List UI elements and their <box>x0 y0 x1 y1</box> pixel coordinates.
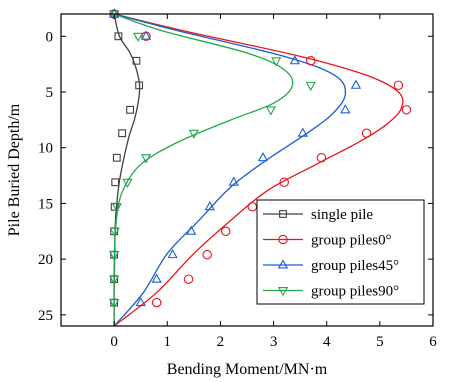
data-point <box>247 202 258 212</box>
y-axis-label: Pile Buried Depth/m <box>6 103 23 236</box>
x-tick-label: 2 <box>217 334 225 350</box>
data-point <box>109 227 120 238</box>
data-point <box>188 129 199 139</box>
x-tick-label: 1 <box>164 334 172 350</box>
data-point <box>265 106 277 116</box>
data-point <box>350 79 362 89</box>
data-point <box>305 81 316 92</box>
data-point <box>186 225 197 235</box>
data-point <box>109 10 120 20</box>
data-point <box>114 32 123 41</box>
ticks-layer: 0 1 2 3 4 5 6 0 5 10 15 20 25 <box>38 14 437 350</box>
series-line-1 <box>113 14 404 326</box>
data-point <box>204 201 215 211</box>
data-point <box>228 176 239 186</box>
legend-entry: group piles0° <box>311 233 392 249</box>
x-tick-label: 5 <box>376 334 384 350</box>
legend-entry: group piles45° <box>311 258 399 274</box>
x-tick-label: 3 <box>270 334 278 350</box>
data-point <box>183 274 194 284</box>
data-point <box>140 154 152 164</box>
y-tick-label: 15 <box>38 196 53 212</box>
data-point <box>340 104 351 114</box>
data-point <box>401 105 412 115</box>
data-point <box>126 105 134 114</box>
data-point <box>112 153 121 162</box>
y-tick-label: 5 <box>46 85 54 101</box>
series-line-2 <box>113 14 347 326</box>
data-point <box>135 296 146 307</box>
series-line-3 <box>113 14 294 326</box>
legend: single pile group piles0° group piles45° gr… <box>256 199 425 305</box>
y-tick-label: 25 <box>38 308 53 324</box>
data-point <box>109 251 120 261</box>
x-axis-label: Bending Moment/MN·m <box>167 361 328 378</box>
data-point <box>111 203 122 213</box>
data-point <box>122 178 133 189</box>
data-point <box>111 178 120 187</box>
data-point <box>132 32 144 43</box>
data-point <box>202 249 212 260</box>
legend-marker <box>277 259 289 269</box>
x-tick-label: 4 <box>323 334 331 350</box>
data-point <box>316 152 327 163</box>
legend-marker <box>279 210 287 218</box>
data-point <box>257 151 269 162</box>
x-tick-label: 0 <box>110 334 118 350</box>
y-tick-label: 20 <box>38 252 53 268</box>
data-point <box>151 273 162 283</box>
data-point <box>140 30 152 40</box>
legend-entry: group piles90° <box>311 284 399 300</box>
y-tick-label: 10 <box>38 141 53 157</box>
x-tick-label: 6 <box>429 334 437 350</box>
series-layer <box>113 14 404 326</box>
legend-marker <box>278 234 288 245</box>
legend-marker <box>277 287 289 297</box>
data-point <box>132 56 141 65</box>
data-point <box>279 177 289 188</box>
data-point <box>109 299 120 309</box>
plot-frame <box>60 13 434 327</box>
data-point <box>297 127 308 137</box>
data-point <box>109 275 120 285</box>
data-point <box>393 80 404 91</box>
data-point <box>118 129 127 138</box>
data-point <box>135 81 144 90</box>
data-point <box>220 226 231 237</box>
data-point <box>167 248 178 259</box>
y-tick-label: 0 <box>46 29 54 45</box>
data-point <box>361 128 372 138</box>
data-point <box>306 56 316 66</box>
data-point <box>289 55 300 65</box>
data-point <box>151 297 162 308</box>
legend-entry: single pile <box>311 207 373 223</box>
data-point <box>271 57 282 67</box>
